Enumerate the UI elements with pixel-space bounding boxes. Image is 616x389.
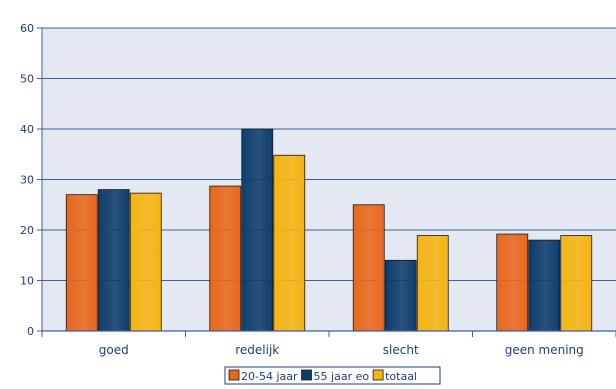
bar-geen-mening-20-54-jaar: [496, 233, 529, 332]
x-tick-label: slecht: [383, 343, 419, 357]
y-tick-label: 10: [20, 275, 34, 288]
y-tick-label: 20: [20, 224, 34, 237]
bar-goed-20-54-jaar: [65, 194, 98, 332]
x-axis-tick-labels: goed redelijk slecht geen mening: [99, 343, 584, 357]
legend-box: [224, 366, 441, 385]
axes: [41, 28, 616, 337]
legend-label: 20-54 jaar: [241, 370, 298, 383]
y-tick-label: 30: [20, 174, 34, 187]
legend-label: 55 jaar eo: [314, 370, 370, 383]
bar-redelijk-totaal: [273, 154, 306, 332]
legend-label: totaal: [385, 370, 417, 383]
bar-geen-mening-55-jaar-eo: [528, 239, 561, 332]
x-tick-label: geen mening: [505, 343, 584, 357]
bar-redelijk-20-54-jaar: [209, 185, 242, 332]
legend-swatch: [372, 369, 384, 381]
bar-geen-mening-totaal: [560, 235, 593, 332]
bar-slecht-20-54-jaar: [352, 204, 385, 332]
y-axis-tick-labels: 0 10 20 30 40 50 60: [20, 22, 34, 338]
legend: 20-54 jaar 55 jaar eo totaal: [224, 366, 441, 385]
bar-redelijk-55-jaar-eo: [241, 128, 274, 332]
y-tick-label: 40: [20, 123, 34, 136]
bar-slecht-55-jaar-eo: [384, 259, 417, 332]
x-tick-label: redelijk: [235, 343, 279, 357]
bar-goed-55-jaar-eo: [97, 189, 130, 332]
bar-goed-totaal: [129, 192, 162, 332]
x-tick-label: goed: [99, 343, 129, 357]
y-tick-label: 0: [27, 325, 34, 338]
legend-swatch: [228, 369, 240, 381]
y-tick-label: 50: [20, 73, 34, 86]
bar-slecht-totaal: [416, 235, 449, 332]
legend-swatch: [301, 369, 312, 381]
bars: [65, 128, 593, 332]
y-tick-label: 60: [20, 22, 34, 35]
